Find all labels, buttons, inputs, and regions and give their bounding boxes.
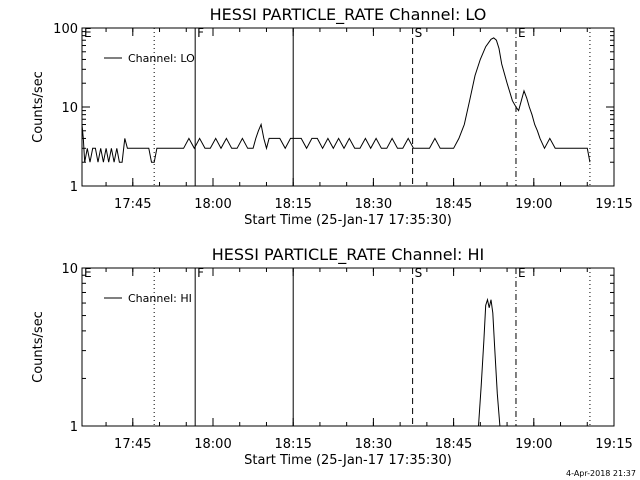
- x-tick-label: 17:45: [114, 437, 151, 452]
- footer-timestamp: 4-Apr-2018 21:37: [566, 469, 636, 478]
- x-axis-label: Start Time (25-Jan-17 17:35:30): [244, 213, 452, 228]
- event-marker-label: S: [415, 26, 423, 40]
- legend-label: Channel: HI: [128, 292, 192, 305]
- event-marker-label: E: [518, 26, 526, 40]
- event-marker-label: F: [197, 266, 204, 280]
- y-tick-label: 10: [61, 101, 78, 116]
- y-axis-label: Counts/sec: [31, 71, 46, 143]
- x-tick-label: 17:45: [114, 197, 151, 212]
- panel-1: [81, 27, 615, 187]
- data-series-line: [82, 37, 591, 163]
- data-series-line: [478, 297, 501, 426]
- x-axis-label: Start Time (25-Jan-17 17:35:30): [244, 453, 452, 468]
- x-tick-label: 18:15: [274, 437, 311, 452]
- x-tick-label: 19:15: [595, 197, 632, 212]
- event-marker-label: E: [84, 26, 92, 40]
- x-tick-label: 18:30: [355, 197, 392, 212]
- x-tick-label: 18:15: [274, 197, 311, 212]
- y-tick-label: 1: [70, 180, 78, 195]
- panel-2: [81, 267, 615, 427]
- x-tick-label: 18:45: [435, 197, 472, 212]
- chart-title: HESSI PARTICLE_RATE Channel: HI: [212, 245, 485, 265]
- x-tick-label: 19:00: [515, 197, 552, 212]
- y-tick-label: 100: [53, 22, 78, 37]
- y-axis-label: Counts/sec: [31, 311, 46, 383]
- plot-frame: [81, 267, 615, 427]
- event-marker-label: S: [415, 266, 423, 280]
- event-marker-label: E: [84, 266, 92, 280]
- x-tick-label: 18:30: [355, 437, 392, 452]
- legend-label: Channel: LO: [128, 52, 195, 65]
- x-tick-label: 18:00: [194, 437, 231, 452]
- event-marker-label: F: [197, 26, 204, 40]
- x-tick-label: 18:45: [435, 437, 472, 452]
- event-marker-label: E: [518, 266, 526, 280]
- x-tick-label: 19:15: [595, 437, 632, 452]
- y-tick-label: 1: [70, 420, 78, 435]
- x-tick-label: 19:00: [515, 437, 552, 452]
- y-tick-label: 10: [61, 262, 78, 277]
- chart-title: HESSI PARTICLE_RATE Channel: LO: [210, 5, 487, 25]
- x-tick-label: 18:00: [194, 197, 231, 212]
